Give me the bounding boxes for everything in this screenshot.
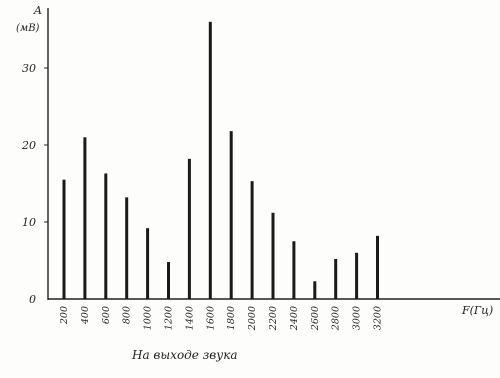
x-tick-label: 200 [59,306,70,325]
x-tick-label: 1800 [226,306,237,330]
bar [83,137,87,299]
x-tick-labels: 200 400 600 800 1000 1200 1400 1600 1800 2000 2200… [59,306,384,331]
x-tick-label: 2600 [310,306,321,331]
y-axis-title: A [33,4,42,17]
bar [125,197,129,299]
bar [229,131,233,299]
y-tick-label: 0 [29,293,36,306]
bar [250,181,254,299]
y-axis-unit: (мВ) [16,23,40,34]
x-axis-title: F(Гц) [461,304,493,317]
x-tick-label: 600 [101,306,112,324]
chart-caption: На выходе звука [131,348,238,362]
x-tick-label: 1200 [164,306,175,330]
bar [167,262,170,299]
x-tick-label: 1600 [205,306,216,330]
bar [376,235,379,299]
x-tick-label: 2800 [331,306,342,331]
bar [146,228,150,299]
x-tick-label: 800 [122,306,133,324]
y-ticks: 0 10 20 30 [21,62,48,306]
bar [187,158,191,299]
x-tick-label: 400 [80,306,91,325]
y-tick-label: 20 [21,139,36,152]
bar [271,212,275,299]
x-tick-label: 2200 [268,306,279,331]
x-tick-label: 2400 [289,306,300,331]
x-tick-label: 1400 [184,306,195,330]
x-tick-label: 3200 [373,306,384,330]
bars [62,21,379,300]
bar [104,173,108,299]
bar [355,252,359,299]
bar [62,179,66,299]
x-tick-label: 1000 [143,306,154,330]
bar [208,21,212,300]
x-tick-label: 3000 [352,306,363,330]
x-tick-label: 2000 [247,306,258,331]
y-tick-label: 30 [22,62,36,75]
bar [334,258,338,299]
bar [313,281,317,299]
bar [292,241,296,299]
y-tick-label: 10 [22,216,36,229]
